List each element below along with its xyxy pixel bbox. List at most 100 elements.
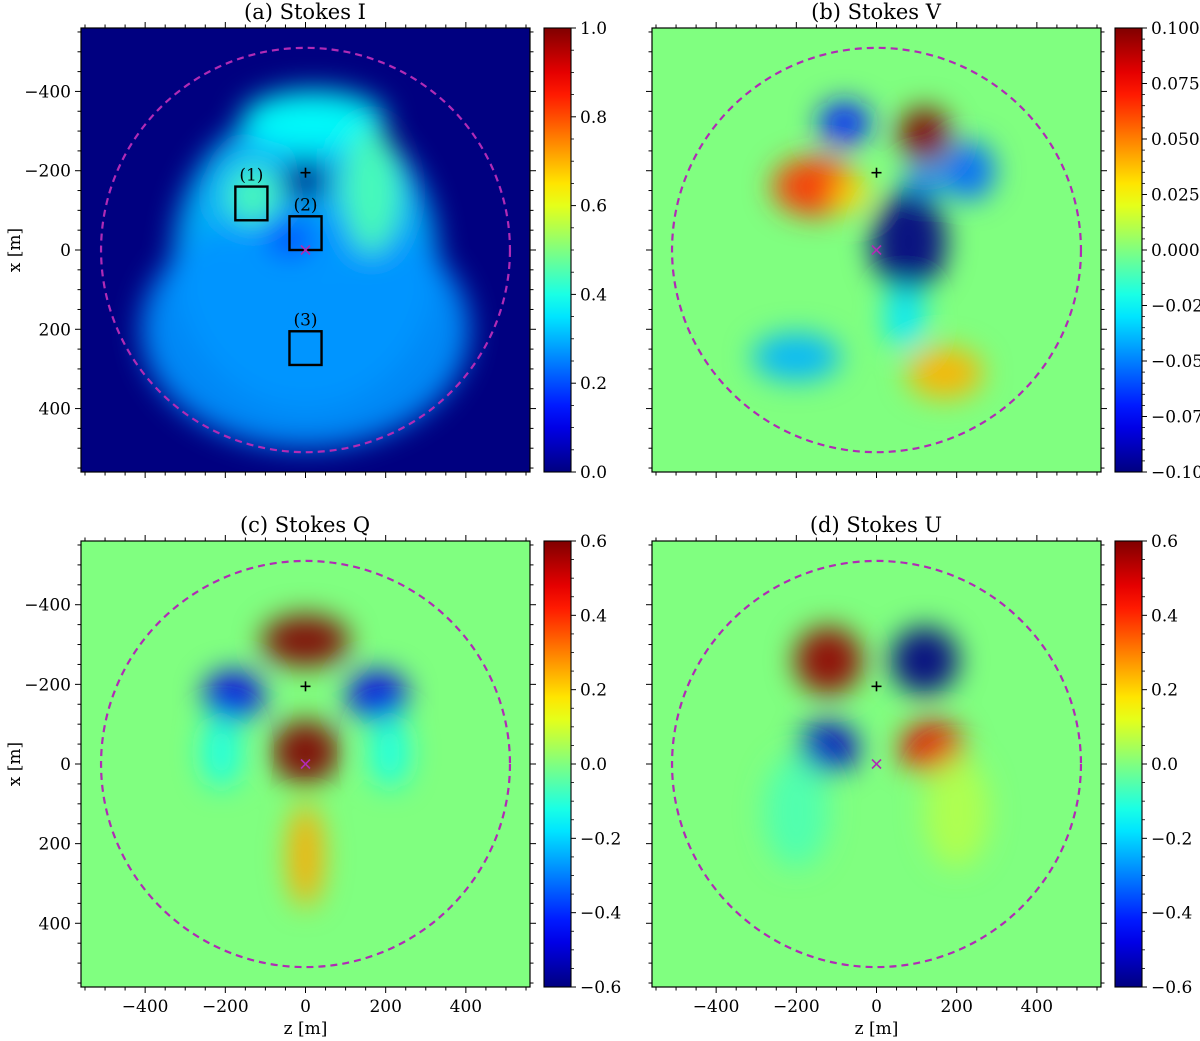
plus-marker — [871, 681, 882, 692]
y-tick-label: 200 — [39, 835, 71, 855]
x-tick-label: −200 — [773, 997, 820, 1017]
colorbar-tick-label: 0.0 — [580, 463, 607, 483]
colorbar-tick-label: 0.4 — [1151, 606, 1178, 626]
heatmap-blob — [241, 89, 386, 149]
colorbar-tick-label: 0.050 — [1151, 130, 1200, 150]
colorbar-tick-label: 0.0 — [1151, 755, 1178, 775]
panel-d: −400 −200 0 200 400 (d) Stokes U z [m] −0.6 −0.4… — [646, 513, 1192, 1039]
colorbar-tick-label: 0.4 — [580, 285, 607, 305]
y-tick-label: −400 — [24, 82, 71, 102]
colorbar-tick-label: 0.025 — [1151, 186, 1200, 206]
colorbar-tick-label: −0.2 — [1151, 829, 1192, 849]
colorbar-tick-label: 0.6 — [1151, 532, 1178, 552]
panel-c: −400 −200 0 200 400 −400 −200 0 200 400 (c) Stokes… — [5, 513, 621, 1039]
colorbar-gradient — [543, 27, 572, 473]
region-box-label: (3) — [293, 310, 317, 330]
region-box-label: (2) — [293, 195, 317, 215]
y-tick-label: −200 — [24, 162, 71, 182]
colorbar-tick-label: −0.6 — [580, 978, 621, 998]
colorbar-tick-label: −0.025 — [1151, 297, 1200, 317]
dashed-circle — [670, 559, 1083, 969]
x-tick-label: 200 — [369, 997, 401, 1017]
x-tick-label: −400 — [693, 997, 740, 1017]
colorbar-tick-label: 0.0 — [580, 755, 607, 775]
heatmap-blob — [834, 178, 871, 211]
axis-ticks — [646, 22, 1107, 478]
colorbar-tick-label: 0.2 — [580, 681, 607, 701]
plus-marker — [871, 167, 882, 178]
colorbar-tick-label: 0.075 — [1151, 75, 1200, 95]
x-marker — [871, 244, 882, 256]
colorbar-tick-label: 0.6 — [580, 532, 607, 552]
panel-a: (1) (2) (3) −400 −200 0 200 400 (a) Stokes I x [m… — [5, 0, 607, 483]
colorbar-tick-label: 1.0 — [580, 19, 607, 39]
axis-ticks — [75, 535, 536, 993]
region-box: (1) — [234, 166, 269, 222]
heatmap-blob — [942, 140, 995, 201]
colorbar: −0.6 −0.4 −0.2 0.0 0.2 0.4 0.6 — [543, 532, 621, 998]
colorbar-tick-label: 0.000 — [1151, 241, 1200, 261]
x-tick-label: 400 — [450, 997, 482, 1017]
colorbar-tick-label: 0.2 — [580, 374, 607, 394]
colorbar: −0.100 −0.075 −0.050 −0.025 0.000 0.025 0.050 0… — [1114, 19, 1200, 483]
x-tick-label: −200 — [202, 997, 249, 1017]
panel-b: (b) Stokes V −0.100 −0.075 −0.050 −0.025 0.00… — [646, 0, 1200, 483]
heatmap-blob — [261, 614, 350, 667]
panel-title: (b) Stokes V — [811, 0, 942, 24]
panel-title: (d) Stokes U — [810, 513, 942, 537]
colorbar: 0.0 0.2 0.4 0.6 0.8 1.0 — [543, 19, 607, 483]
colorbar-tick-label: 0.2 — [1151, 681, 1178, 701]
colorbar-gradient — [1114, 540, 1143, 988]
y-tick-label: 400 — [39, 914, 71, 934]
panel-title: (a) Stokes I — [244, 0, 366, 24]
plus-marker — [300, 167, 311, 178]
heatmap-blob — [904, 162, 945, 195]
x-tick-label: 400 — [1021, 997, 1053, 1017]
heatmap-blob — [141, 210, 470, 449]
heatmap-blob — [924, 756, 989, 868]
heatmap-blob — [369, 716, 410, 788]
colorbar-tick-label: −0.4 — [1151, 904, 1192, 924]
colorbar-tick-label: 0.4 — [580, 606, 607, 626]
heatmap-blob — [287, 803, 324, 908]
y-tick-label: 0 — [60, 241, 71, 261]
dashed-circle — [99, 559, 512, 969]
heatmap-blob — [271, 720, 340, 784]
colorbar-tick-label: −0.4 — [580, 904, 621, 924]
colorbar-tick-label: −0.050 — [1151, 352, 1200, 372]
plus-marker — [300, 681, 311, 692]
region-box: (3) — [288, 310, 323, 367]
x-axis-label: z [m] — [284, 1019, 328, 1039]
heatmap-area — [81, 541, 530, 987]
y-tick-label: 400 — [39, 400, 71, 420]
y-axis-label: x [m] — [5, 742, 25, 786]
heatmap-blob — [229, 168, 278, 225]
colorbar-tick-label: −0.6 — [1151, 978, 1192, 998]
heatmap-blob — [890, 626, 959, 695]
x-tick-label: 200 — [940, 997, 972, 1017]
dashed-circle — [99, 46, 512, 454]
heatmap-blob — [203, 670, 264, 723]
x-marker — [300, 758, 311, 770]
x-marker — [871, 758, 882, 770]
heatmap-blob — [798, 722, 859, 774]
colorbar-gradient — [543, 540, 572, 988]
x-tick-label: 0 — [871, 997, 882, 1017]
x-tick-label: −400 — [122, 997, 169, 1017]
colorbar-tick-label: −0.100 — [1151, 463, 1200, 483]
heatmap-area: (1) (2) (3) — [81, 28, 530, 472]
colorbar-tick-label: −0.2 — [580, 829, 621, 849]
x-tick-label: 0 — [300, 997, 311, 1017]
y-tick-label: 0 — [60, 755, 71, 775]
y-axis-label: x [m] — [5, 228, 25, 272]
heatmap-blob — [343, 127, 400, 254]
heatmap-blob — [201, 716, 242, 788]
axis-ticks — [75, 22, 536, 478]
heatmap-blob — [870, 190, 947, 294]
y-tick-label: −400 — [24, 596, 71, 616]
heatmap-blob — [283, 158, 328, 203]
heatmap-blob — [752, 333, 841, 381]
colorbar-tick-label: 0.6 — [580, 197, 607, 217]
